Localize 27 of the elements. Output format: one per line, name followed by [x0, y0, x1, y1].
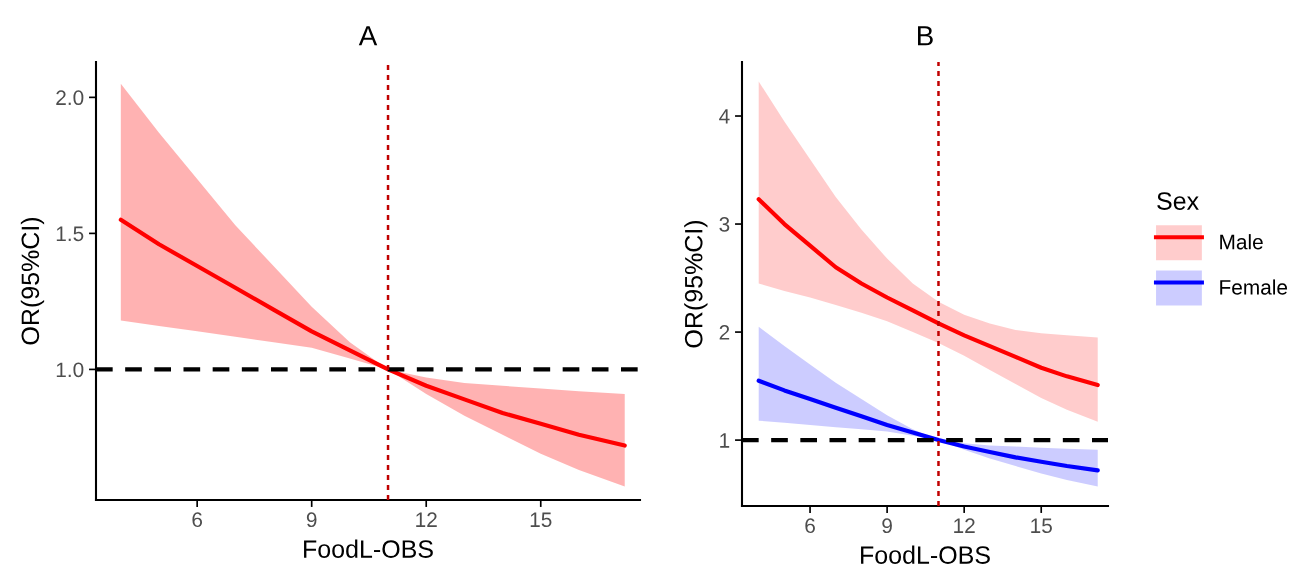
y-tick-label: 1.5: [56, 226, 84, 242]
y-axis-title: OR(95%CI): [20, 217, 45, 345]
legend-label: Male: [1220, 234, 1263, 250]
x-tick-label: 6: [192, 512, 203, 528]
x-tick-label: 15: [1031, 518, 1052, 534]
chart-title: A: [358, 26, 378, 46]
x-axis-title: FoodL-OBS: [861, 545, 990, 564]
line-series: [756, 378, 1100, 473]
legend-label: Female: [1220, 279, 1288, 295]
x-tick-label: 6: [805, 518, 815, 534]
y-tick-label: 1: [720, 433, 730, 448]
y-axis-title: OR(95%CI): [684, 220, 708, 348]
x-axis-title: FoodL-OBS: [304, 539, 433, 558]
line-series: [118, 217, 627, 448]
x-tick-label: 9: [306, 512, 317, 528]
y-tick-label: 1.0: [56, 362, 84, 378]
line-series: [756, 197, 1100, 388]
y-tick-label: 4: [719, 109, 730, 124]
x-tick-label: 12: [416, 512, 437, 527]
y-tick-label: 2: [719, 325, 730, 340]
y-tick-label: 3: [719, 217, 730, 232]
x-tick-label: 15: [530, 512, 552, 528]
x-tick-label: 9: [882, 518, 892, 534]
chart-title: B: [918, 26, 933, 46]
legend-title: Sex: [1157, 192, 1199, 210]
x-tick-label: 12: [954, 518, 975, 533]
y-tick-label: 2.0: [56, 90, 84, 106]
